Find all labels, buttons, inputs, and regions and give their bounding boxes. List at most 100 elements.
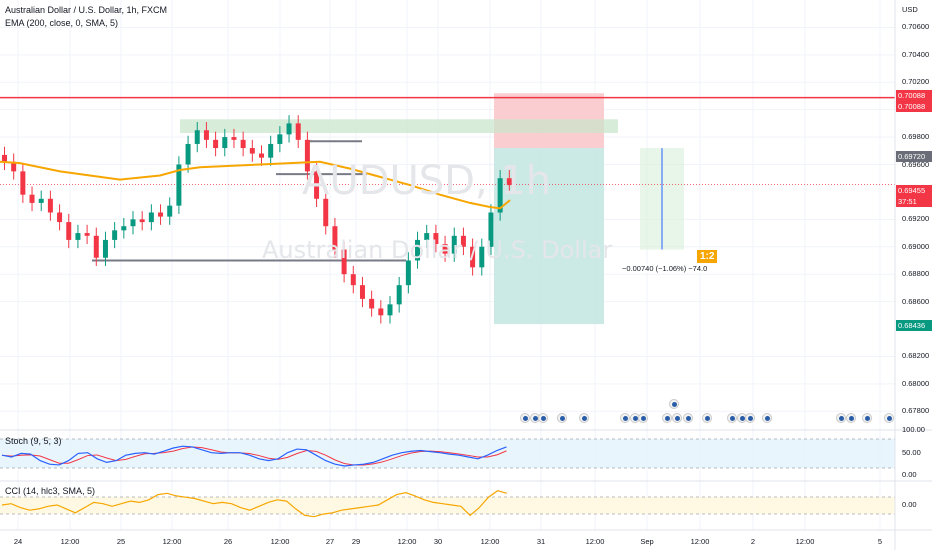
candle-body bbox=[240, 139, 246, 149]
cci-pane bbox=[0, 480, 932, 518]
price-tick: 0.68000 bbox=[902, 378, 930, 388]
time-tick: 25 bbox=[116, 537, 126, 546]
last-price-label: 0.69455 bbox=[896, 185, 932, 196]
candle-body bbox=[341, 249, 347, 275]
price-tick: 0.70600 bbox=[902, 22, 930, 32]
event-icon[interactable] bbox=[762, 413, 772, 423]
price-tick: 0.70200 bbox=[902, 77, 930, 87]
time-tick: 2 bbox=[750, 537, 756, 546]
candle-body bbox=[93, 235, 99, 258]
event-icon[interactable] bbox=[862, 413, 872, 423]
candle-body bbox=[29, 194, 35, 203]
event-icon[interactable] bbox=[638, 413, 648, 423]
candle-body bbox=[396, 285, 402, 305]
candle-body bbox=[424, 233, 430, 240]
time-tick: 5 bbox=[877, 537, 883, 546]
time-tick: 12:00 bbox=[162, 537, 182, 546]
event-icon[interactable] bbox=[669, 399, 679, 409]
candle-body bbox=[11, 161, 17, 172]
stoch-tick: 50.00 bbox=[902, 448, 921, 457]
candle-body bbox=[185, 143, 191, 165]
measure-label: −0.00740 (−1.06%) −74.0 bbox=[622, 264, 708, 273]
currency-label: USD bbox=[902, 5, 918, 14]
candle-body bbox=[314, 171, 320, 199]
stoch-pane bbox=[0, 429, 932, 469]
candle-body bbox=[57, 212, 63, 223]
event-icon[interactable] bbox=[727, 413, 737, 423]
resistance-price-label: 0.70088 bbox=[896, 90, 932, 101]
candle-body bbox=[112, 230, 118, 240]
time-tick: 12:00 bbox=[795, 537, 815, 546]
event-icon[interactable] bbox=[620, 413, 630, 423]
candle-body bbox=[176, 164, 182, 206]
candle-body bbox=[213, 139, 219, 149]
candle-body bbox=[20, 171, 26, 195]
candle-body bbox=[442, 244, 448, 254]
stoch-tick: 0.00 bbox=[902, 470, 917, 479]
time-tick: 29 bbox=[351, 537, 361, 546]
candle-body bbox=[84, 233, 90, 236]
event-icon[interactable] bbox=[702, 413, 712, 423]
time-tick: 12:00 bbox=[60, 537, 80, 546]
candle-body bbox=[304, 139, 310, 172]
price-tick: 0.69200 bbox=[902, 214, 930, 224]
symbol-title[interactable]: Australian Dollar / U.S. Dollar, 1h, FXC… bbox=[5, 5, 168, 15]
candle-body bbox=[38, 198, 44, 203]
time-tick: 12:00 bbox=[585, 537, 605, 546]
cci-line bbox=[1, 490, 507, 518]
target-price-label: 0.68436 bbox=[896, 320, 932, 331]
event-icon[interactable] bbox=[672, 413, 682, 423]
event-icon[interactable] bbox=[745, 413, 755, 423]
candle-body bbox=[222, 137, 228, 149]
time-tick: Sep bbox=[640, 537, 654, 546]
position-target-zone[interactable] bbox=[494, 148, 604, 325]
support-lines[interactable] bbox=[92, 140, 406, 262]
candle-body bbox=[460, 235, 466, 247]
event-icon[interactable] bbox=[662, 413, 672, 423]
time-tick: 12:00 bbox=[270, 537, 290, 546]
candle-body bbox=[130, 219, 136, 227]
ema-line bbox=[0, 160, 511, 210]
event-icon[interactable] bbox=[557, 413, 567, 423]
event-icon[interactable] bbox=[538, 413, 548, 423]
event-icon[interactable] bbox=[836, 413, 846, 423]
candle-body bbox=[405, 260, 411, 286]
candle-body bbox=[194, 130, 200, 144]
candle-body bbox=[387, 304, 393, 316]
candle-body bbox=[295, 123, 301, 140]
candle-body bbox=[506, 178, 512, 186]
price-tick: 0.68600 bbox=[902, 296, 930, 306]
event-icon[interactable] bbox=[884, 413, 894, 423]
cci-tick: 0.00 bbox=[902, 500, 917, 509]
candle-body bbox=[378, 308, 384, 316]
event-icon[interactable] bbox=[520, 413, 530, 423]
stoch-legend[interactable]: Stoch (9, 5, 3) bbox=[5, 436, 62, 446]
ema-legend[interactable]: EMA (200, close, 0, SMA, 5) bbox=[5, 18, 119, 28]
candle-body bbox=[2, 154, 7, 162]
candle-body bbox=[121, 226, 127, 231]
candle-body bbox=[102, 239, 108, 258]
price-tick: 0.70400 bbox=[902, 49, 930, 59]
candle-body bbox=[158, 212, 164, 217]
event-icon[interactable] bbox=[579, 413, 589, 423]
supply-zone[interactable] bbox=[180, 119, 618, 133]
cci-band bbox=[0, 497, 895, 514]
time-tick: 30 bbox=[433, 537, 443, 546]
candle-body bbox=[323, 198, 329, 227]
cci-legend[interactable]: CCI (14, hlc3, SMA, 5) bbox=[5, 486, 96, 496]
candle-body bbox=[259, 153, 264, 158]
risk-reward-badge[interactable]: 1:2 bbox=[697, 250, 718, 263]
candle-body bbox=[249, 148, 255, 154]
time-tick: 24 bbox=[13, 537, 23, 546]
candle-body bbox=[497, 178, 503, 213]
event-icon[interactable] bbox=[846, 413, 856, 423]
event-icon[interactable] bbox=[683, 413, 693, 423]
stoch-tick: 100.00 bbox=[902, 425, 925, 434]
candle-body bbox=[451, 235, 457, 254]
time-tick: 12:00 bbox=[397, 537, 417, 546]
candle-body bbox=[231, 137, 237, 140]
price-tick: 0.67800 bbox=[902, 406, 930, 416]
stoch-d-line bbox=[1, 446, 507, 466]
candle-body bbox=[479, 246, 485, 268]
